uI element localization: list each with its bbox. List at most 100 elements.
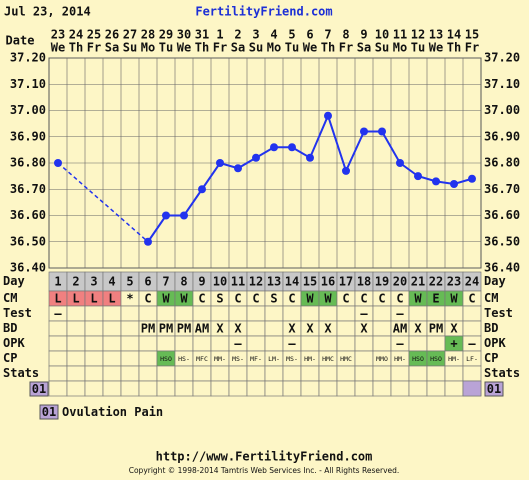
date-label-x: 2 bbox=[234, 28, 241, 42]
cell-value: W bbox=[306, 292, 314, 306]
table-cell bbox=[48, 320, 68, 337]
date-label-x: 12 bbox=[411, 28, 425, 42]
day-number: 6 bbox=[144, 275, 151, 289]
day-number: 12 bbox=[249, 275, 263, 289]
cell-value: – bbox=[288, 337, 296, 351]
cell-value: PM bbox=[429, 322, 443, 336]
table-cell bbox=[426, 380, 446, 397]
table-cell bbox=[336, 335, 356, 352]
copyright: Copyright © 1998-2014 Tamtris Web Servic… bbox=[129, 466, 400, 475]
code-box-left-text: 01 bbox=[32, 382, 46, 396]
cell-value: MM- bbox=[214, 355, 226, 363]
row-label: CM bbox=[3, 291, 17, 305]
row-label-right: CP bbox=[484, 351, 498, 365]
table-cell bbox=[228, 365, 248, 382]
temperature-point bbox=[324, 111, 332, 120]
date-label-x: 15 bbox=[465, 28, 479, 42]
row-label-right: Stats bbox=[484, 366, 520, 380]
table-cell bbox=[300, 335, 320, 352]
footer-url: http://www.FertilityFriend.com bbox=[156, 450, 373, 464]
date-label: Date bbox=[6, 34, 35, 48]
date-label-x: 14 bbox=[447, 28, 461, 42]
cell-value: C bbox=[198, 292, 205, 306]
table-cell bbox=[264, 365, 284, 382]
weekday-label: Mo bbox=[393, 41, 407, 55]
weekday-label: Tu bbox=[411, 41, 425, 55]
date-label-x: 27 bbox=[123, 28, 137, 42]
day-number: 1 bbox=[54, 275, 61, 289]
code-box-left bbox=[29, 381, 49, 397]
cell-value: MS- bbox=[286, 355, 298, 363]
table-cell bbox=[264, 380, 284, 397]
temperature-point bbox=[54, 159, 62, 167]
cell-value: LF- bbox=[466, 355, 478, 363]
table-cell bbox=[138, 365, 158, 382]
table-cell bbox=[462, 320, 482, 337]
table-cell bbox=[282, 365, 302, 382]
temperature-point bbox=[252, 153, 260, 162]
table-cell bbox=[228, 305, 248, 322]
table-cell bbox=[444, 380, 464, 397]
table-cell bbox=[318, 365, 338, 382]
code-box-right bbox=[484, 381, 504, 397]
table-cell bbox=[66, 380, 86, 397]
table-cell bbox=[282, 380, 302, 397]
weekday-label: We bbox=[177, 41, 191, 55]
cell-value: W bbox=[162, 292, 170, 306]
cell-value: – bbox=[234, 337, 242, 351]
table-cell bbox=[84, 320, 104, 337]
y-tick-label: 36.40 bbox=[10, 261, 46, 275]
table-cell bbox=[120, 350, 140, 367]
table-cell bbox=[372, 365, 392, 382]
y-tick-label-right: 36.50 bbox=[484, 234, 520, 248]
row-label: CP bbox=[3, 351, 17, 365]
table-cell bbox=[174, 380, 194, 397]
table-cell bbox=[264, 320, 284, 337]
cell-value: HM- bbox=[394, 355, 406, 363]
table-cell bbox=[84, 365, 104, 382]
cell-value: MMO bbox=[376, 355, 388, 363]
cell-value: C bbox=[378, 292, 385, 306]
table-cell bbox=[120, 335, 140, 352]
cell-value: X bbox=[288, 322, 296, 336]
table-cell bbox=[102, 335, 122, 352]
weekday-label: Su bbox=[375, 41, 389, 55]
cell-value: HM- bbox=[448, 355, 460, 363]
cell-value: PM bbox=[141, 322, 155, 336]
table-cell bbox=[228, 380, 248, 397]
table-cell bbox=[192, 380, 212, 397]
day-number: 13 bbox=[267, 275, 281, 289]
table-cell bbox=[120, 365, 140, 382]
cell-value: HSO bbox=[430, 355, 442, 363]
y-tick-label-right: 37.20 bbox=[484, 51, 520, 65]
table-cell bbox=[138, 335, 158, 352]
table-cell bbox=[264, 305, 284, 322]
row-label: BD bbox=[3, 321, 17, 335]
table-cell bbox=[84, 380, 104, 397]
cell-value: MF- bbox=[250, 355, 262, 363]
date-label-x: 9 bbox=[360, 28, 367, 42]
cell-value: S bbox=[216, 292, 223, 306]
temperature-point bbox=[162, 211, 170, 220]
date-label-x: 4 bbox=[270, 28, 277, 42]
day-number: 2 bbox=[72, 275, 79, 289]
cell-value: PM bbox=[177, 322, 191, 336]
date-label-x: 11 bbox=[393, 28, 407, 42]
date-label-x: 13 bbox=[429, 28, 443, 42]
day-number: 4 bbox=[108, 275, 115, 289]
table-cell bbox=[282, 305, 302, 322]
legend-box bbox=[39, 404, 59, 420]
table-cell bbox=[408, 305, 428, 322]
cell-value: W bbox=[450, 292, 458, 306]
table-cell bbox=[174, 305, 194, 322]
table-cell bbox=[102, 320, 122, 337]
cell-value: AM bbox=[393, 322, 407, 336]
day-number: 11 bbox=[231, 275, 245, 289]
weekday-label: Th bbox=[69, 41, 83, 55]
y-tick-label: 37.10 bbox=[10, 77, 46, 91]
cell-value: HS- bbox=[178, 355, 190, 363]
cell-value: HSO bbox=[412, 355, 424, 363]
row-label: Day bbox=[3, 274, 25, 288]
weekday-label: Th bbox=[447, 41, 461, 55]
